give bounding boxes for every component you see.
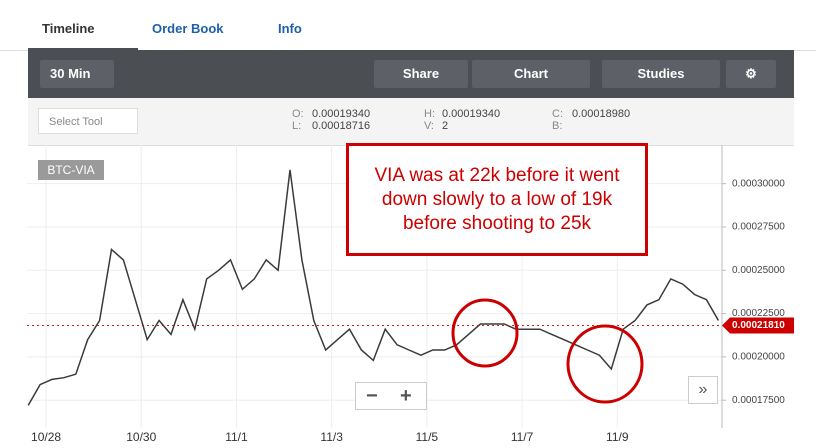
chart-button[interactable]: Chart bbox=[472, 60, 590, 88]
ohlc-key: L: bbox=[292, 120, 302, 132]
ohlc-key: O: bbox=[292, 108, 304, 120]
x-tick-label: 11/7 bbox=[511, 430, 534, 444]
x-tick-label: 11/1 bbox=[225, 430, 248, 444]
ohlc-value: 0.00018716 bbox=[312, 120, 371, 132]
zoom-controls: − + bbox=[355, 382, 427, 410]
symbol-tag bbox=[38, 160, 104, 180]
annotation-box: VIA was at 22k before it went down slowl… bbox=[346, 143, 648, 256]
annotation-line: down slowly to a low of 19k bbox=[381, 189, 613, 210]
select-tool[interactable]: Select Tool bbox=[38, 108, 138, 134]
ohlc-value: 2 bbox=[442, 120, 449, 132]
ohlc-value: 0.00019340 bbox=[312, 108, 371, 120]
scroll-right[interactable]: » bbox=[688, 376, 718, 404]
tab[interactable]: Info bbox=[278, 21, 302, 36]
zoom-out[interactable]: − bbox=[366, 385, 378, 407]
ohlc-key: B: bbox=[552, 120, 563, 132]
tab-active bbox=[28, 0, 138, 50]
y-tick-label: 0.00022500 bbox=[732, 308, 785, 319]
tab[interactable]: Timeline bbox=[42, 21, 95, 36]
price-tag bbox=[722, 317, 794, 334]
x-tick-label: 10/30 bbox=[126, 430, 156, 444]
info-bar: Select Tool O: 0.00019340 L: 0.00018716 … bbox=[28, 98, 794, 146]
price-tag-label: 0.00021810 bbox=[732, 320, 785, 331]
share-button[interactable]: Share bbox=[374, 60, 468, 88]
x-tick-label: 11/3 bbox=[320, 430, 343, 444]
studies-button[interactable]: Studies bbox=[602, 60, 720, 88]
y-tick-label: 0.00025000 bbox=[732, 265, 785, 276]
y-tick-label: 0.00027500 bbox=[732, 222, 785, 233]
annotation-line: before shooting to 25k bbox=[402, 213, 592, 234]
y-tick-label: 0.00030000 bbox=[732, 178, 785, 189]
ohlc-value: 0.00019340 bbox=[442, 108, 501, 120]
x-tick-label: 10/28 bbox=[31, 430, 61, 444]
settings-button[interactable]: ⚙ bbox=[726, 60, 776, 88]
tab[interactable]: Order Book bbox=[152, 21, 224, 36]
y-tick-label: 0.00020000 bbox=[732, 352, 785, 363]
y-tick-label: 0.00017500 bbox=[732, 395, 785, 406]
annotation-line: VIA was at 22k before it went bbox=[374, 165, 620, 186]
symbol: BTC-VIA bbox=[47, 163, 94, 177]
ohlc-value: 0.00018980 bbox=[572, 108, 631, 120]
x-tick-label: 11/5 bbox=[416, 430, 439, 444]
zoom-in[interactable]: + bbox=[400, 385, 412, 407]
ohlc-key: V: bbox=[424, 120, 434, 132]
interval-button[interactable]: 30 Min bbox=[40, 60, 114, 88]
ohlc-key: H: bbox=[424, 108, 435, 120]
toolbar: 30 Min Share Chart Studies ⚙ bbox=[28, 50, 794, 98]
ohlc-key: C: bbox=[552, 108, 563, 120]
x-tick-label: 11/9 bbox=[606, 430, 629, 444]
